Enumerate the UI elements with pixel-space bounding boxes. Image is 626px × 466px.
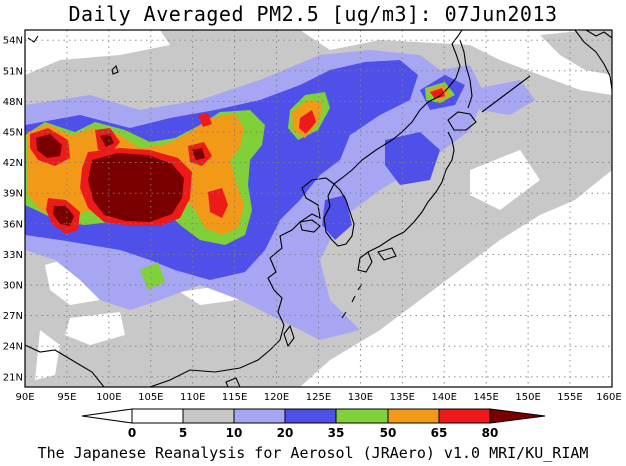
map-title: Daily Averaged PM2.5 [ug/m3]: 07Jun2013 (68, 2, 558, 26)
northern-coast (27, 30, 612, 43)
colorbar-bin-50-65 (387, 408, 440, 424)
footer-credit: The Japanese Reanalysis for Aerosol (JRA… (37, 444, 589, 462)
lon-tick: 120E (264, 392, 289, 403)
colorbar-label: 65 (431, 426, 448, 440)
sakhalin (459, 39, 473, 109)
lon-tick: 125E (306, 392, 331, 403)
lat-tick: 42N (3, 158, 23, 169)
asia-coastline (25, 30, 463, 387)
lon-tick-labels: 90E 95E 100E 105E 110E 115E 120E 125E 13… (15, 392, 621, 403)
lon-tick: 135E (390, 392, 415, 403)
lat-tick: 27N (3, 311, 23, 322)
lake (111, 64, 119, 75)
colorbar-label: 50 (380, 426, 397, 440)
lon-tick: 90E (15, 392, 34, 403)
colorbar-bin-20-35 (284, 408, 337, 424)
lon-tick: 115E (222, 392, 247, 403)
colorbar-label: 0 (128, 426, 136, 440)
lat-tick: 33N (3, 250, 23, 261)
colorbar-bin-0-5 (131, 408, 184, 424)
colorbar-labels: 0 5 10 20 35 50 65 80 (128, 426, 499, 440)
colorbar (81, 408, 546, 424)
lat-tick: 21N (3, 372, 23, 383)
lat-tick-labels: 21N 24N 27N 30N 33N 36N 39N 42N 45N 48N … (3, 36, 23, 384)
lon-tick: 100E (96, 392, 121, 403)
lat-tick: 39N (3, 189, 23, 200)
colorbar-bin-35-50 (335, 408, 389, 424)
colorbar-label: 80 (482, 426, 499, 440)
lon-tick: 130E (348, 392, 373, 403)
lat-tick: 36N (3, 219, 23, 230)
lon-tick: 160E (596, 392, 621, 403)
japan-kyushu (357, 251, 373, 273)
japan-shikoku (377, 247, 397, 261)
japan-honshu (367, 131, 455, 253)
colorbar-under (81, 408, 133, 424)
japan-hokkaido (447, 111, 477, 131)
colorbar-bin-5-10 (182, 408, 235, 424)
lat-tick: 24N (3, 342, 23, 353)
taiwan (283, 324, 295, 348)
gridlines (25, 30, 612, 387)
colorbar-over (489, 408, 546, 424)
field-over-80 (36, 134, 205, 226)
lat-tick: 45N (3, 128, 23, 139)
kuril-islands (481, 75, 531, 113)
lat-tick: 54N (3, 36, 23, 47)
colorbar-label: 20 (277, 426, 294, 440)
lat-tick: 30N (3, 281, 23, 292)
colorbar-bin-10-20 (233, 408, 286, 424)
lon-tick: 105E (138, 392, 163, 403)
colorbar-label: 10 (226, 426, 243, 440)
lat-tick: 48N (3, 97, 23, 108)
kamchatka (574, 30, 612, 91)
lon-tick: 95E (57, 392, 76, 403)
map-frame (24, 29, 613, 388)
lon-tick: 155E (557, 392, 582, 403)
korea-peninsula (323, 183, 355, 247)
hainan (225, 377, 241, 387)
colorbar-label: 35 (328, 426, 345, 440)
lon-tick: 145E (473, 392, 498, 403)
lon-tick: 140E (431, 392, 456, 403)
lat-tick: 51N (3, 66, 23, 77)
colorbar-label: 5 (179, 426, 187, 440)
lon-tick: 150E (515, 392, 540, 403)
lon-tick: 110E (180, 392, 205, 403)
coastlines (25, 30, 612, 387)
colorbar-bin-65-80 (438, 408, 491, 424)
shandong (299, 219, 321, 233)
